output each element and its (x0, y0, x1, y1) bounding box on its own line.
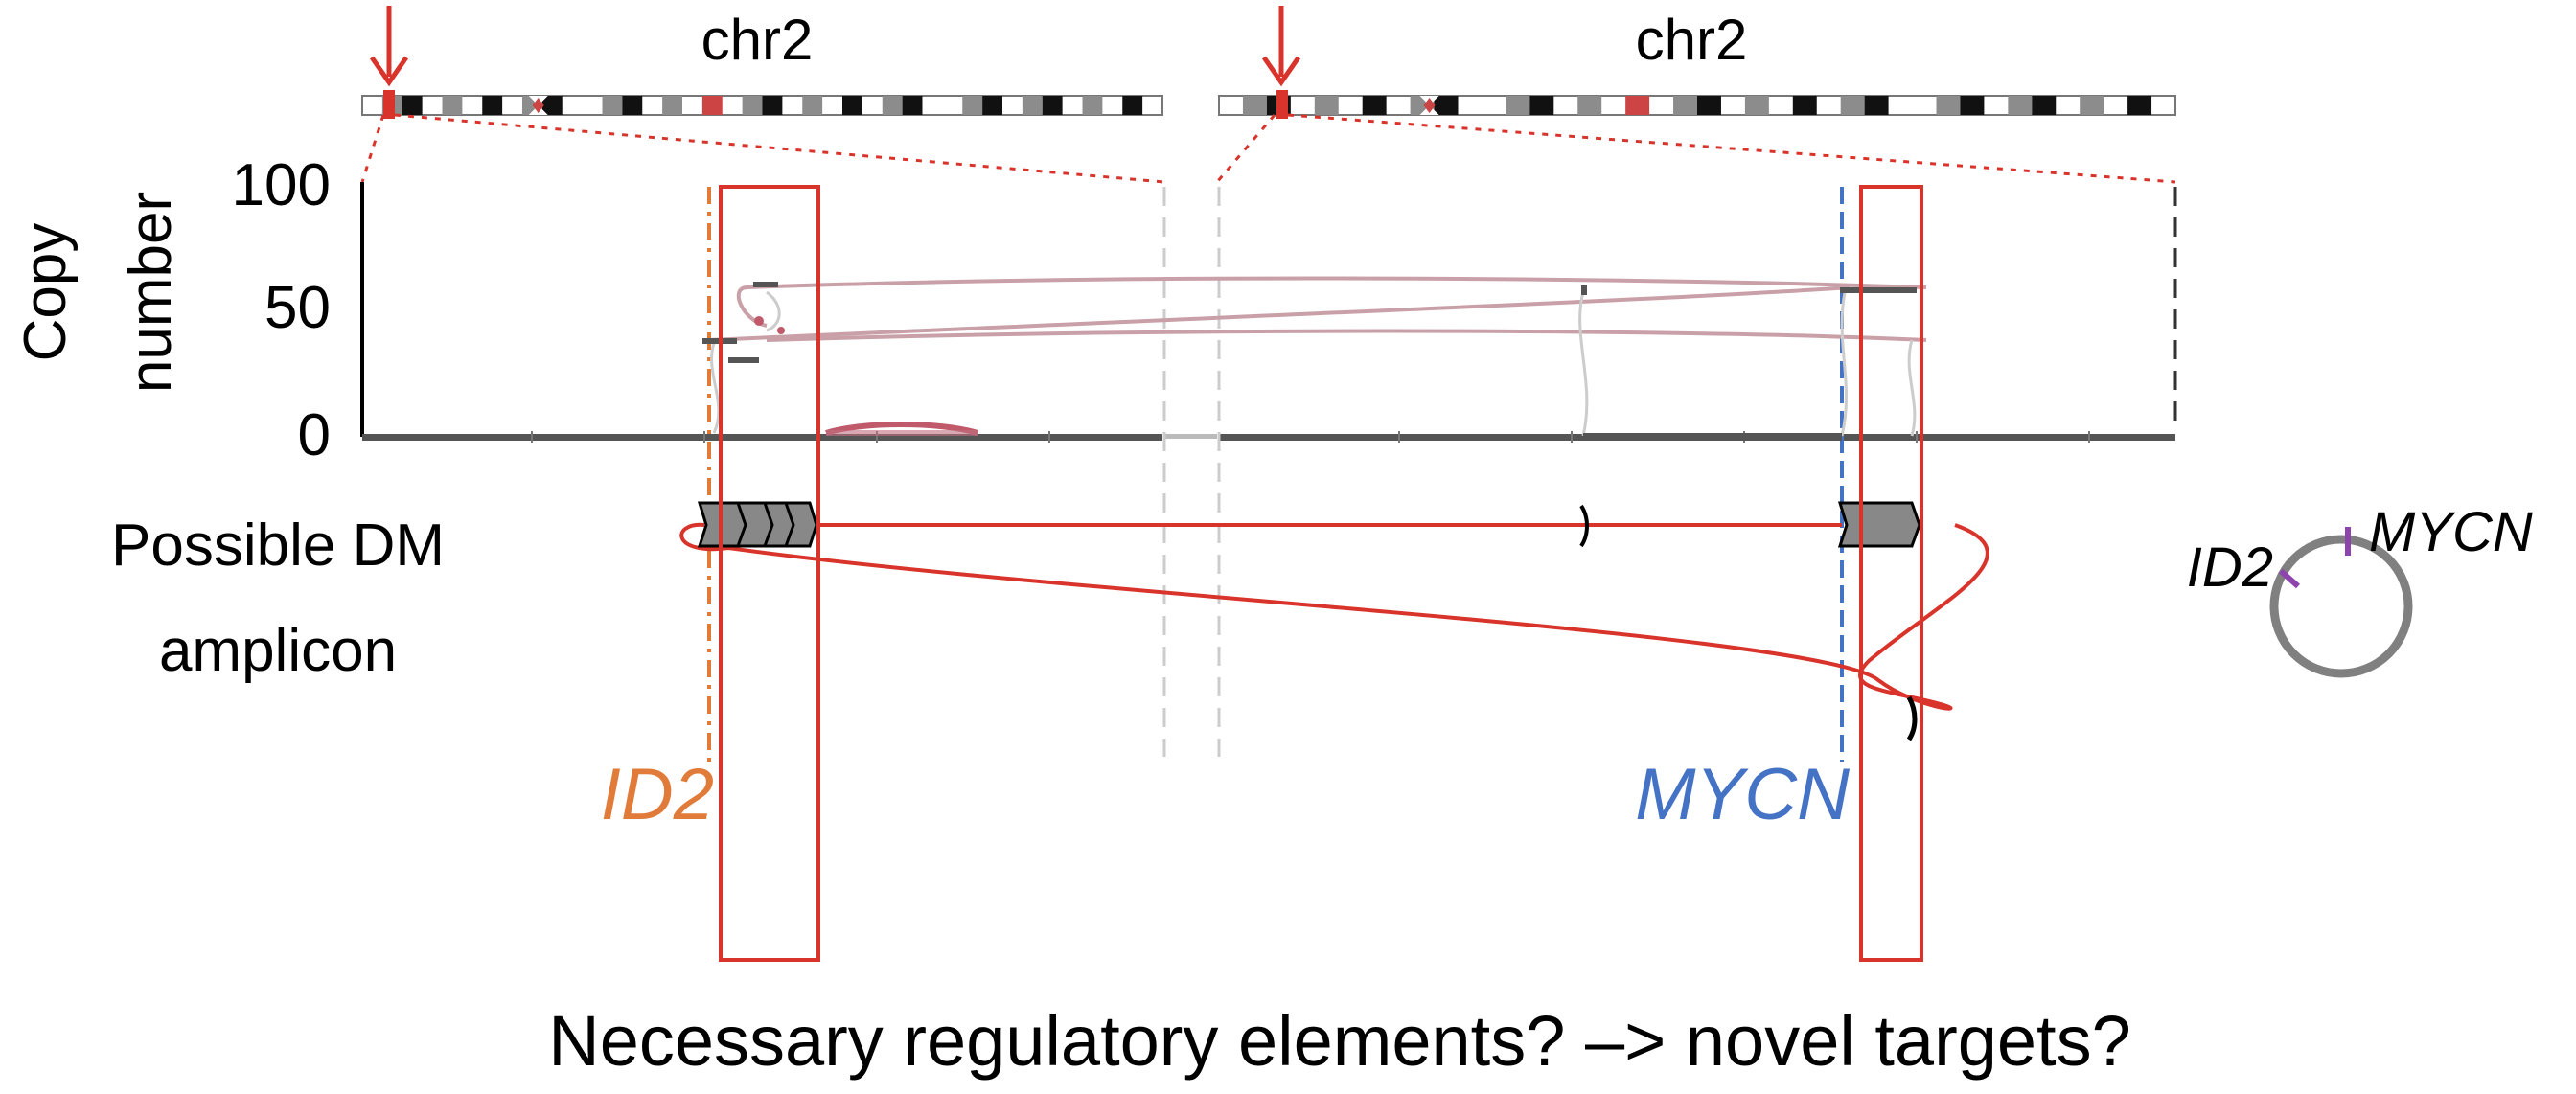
ideogram-band (842, 96, 862, 115)
ideogram-band (802, 96, 823, 115)
panel-boundaries (1162, 187, 2177, 757)
y-tick-0: 0 (298, 402, 331, 468)
baseline (362, 431, 2175, 443)
ideogram-band (1434, 96, 1459, 115)
ideogram-band (702, 96, 723, 115)
ideogram-band (882, 96, 903, 115)
amplicon-break-mid (1579, 504, 1589, 548)
ideogram-band (1022, 96, 1043, 115)
amplicon-label-line2: amplicon (159, 618, 397, 684)
y-tick-50: 50 (264, 275, 331, 341)
zoom-lines (360, 113, 2176, 184)
ideogram-centromere-mark (532, 98, 544, 113)
amplicon-segment-mycn (1837, 501, 1921, 548)
chromosome-label-left: chr2 (702, 8, 814, 72)
ideogram-band (402, 96, 423, 115)
ideogram-band (1042, 96, 1063, 115)
ideogram-band (1936, 96, 1961, 115)
chromosome-ideogram-left (361, 90, 1163, 119)
ideogram-band (1960, 96, 1985, 115)
ideogram-band (2080, 96, 2104, 115)
y-tick-100: 100 (232, 152, 331, 218)
ideogram-band (1082, 96, 1103, 115)
circle-label-id2: ID2 (2187, 536, 2273, 599)
id2-mark (2279, 568, 2300, 589)
ideogram-centromere (528, 96, 548, 115)
chromosome-ideogram-right (1218, 90, 2176, 119)
ideogram-band (1314, 96, 1339, 115)
copy-number-segments (702, 282, 1917, 441)
ideogram-band (1122, 96, 1143, 115)
ideogram-band (962, 96, 983, 115)
ideogram-locus-mark (1276, 90, 1288, 119)
ideogram-band (602, 96, 623, 115)
ideogram-locus-mark (383, 90, 395, 119)
ideogram-band (1506, 96, 1530, 115)
ideogram-band (2128, 96, 2152, 115)
locus-arrow-right (1261, 6, 1301, 87)
y-axis-label-number: number (118, 192, 184, 393)
amplicon-break-right (1906, 695, 1918, 741)
chromosome-label-right: chr2 (1636, 8, 1748, 72)
ideogram-band (1792, 96, 1817, 115)
ideogram-band (1864, 96, 1889, 115)
dm-circle-diagram: ID2 MYCN (2187, 501, 2533, 678)
ideogram-band (1530, 96, 1554, 115)
amplicon-path (679, 522, 1990, 711)
ideogram-band (482, 96, 503, 115)
regulatory-box-mycn (1859, 185, 1923, 962)
ideogram-band (902, 96, 923, 115)
ideogram-band (742, 96, 763, 115)
locus-arrow-left (369, 6, 409, 87)
regulatory-box-id2 (719, 185, 820, 962)
ideogram-centromere-mark (1423, 98, 1436, 113)
ideogram-band (2032, 96, 2057, 115)
ideogram-centromere (1419, 96, 1439, 115)
caption: Necessary regulatory elements? –> novel … (548, 1001, 2131, 1081)
ideogram-band (541, 96, 563, 115)
ideogram-band (1673, 96, 1697, 115)
ideogram-band (1625, 96, 1650, 115)
ideogram-band (622, 96, 643, 115)
ideogram-band (1744, 96, 1769, 115)
ideogram-band (1242, 96, 1267, 115)
ideogram-band (1697, 96, 1721, 115)
ideogram-band (442, 96, 463, 115)
copy-number-arcs (708, 276, 1927, 342)
gene-label-mycn: MYCN (1635, 754, 1850, 835)
ideogram-band (982, 96, 1002, 115)
ideogram-band (762, 96, 783, 115)
ideogram-band (662, 96, 682, 115)
sv-connectors (710, 290, 1917, 437)
dm-ring (2269, 535, 2413, 678)
amplicon-segment-id2 (697, 501, 818, 548)
amplicon-label-line1: Possible DM (111, 513, 445, 579)
ideogram-band (1577, 96, 1602, 115)
ideogram-band (1362, 96, 1387, 115)
ideogram-band (1840, 96, 1865, 115)
circle-label-mycn: MYCN (2369, 501, 2533, 563)
y-axis-label-copy: Copy (12, 223, 79, 362)
ideogram-band (2008, 96, 2033, 115)
gene-label-id2: ID2 (601, 754, 714, 835)
